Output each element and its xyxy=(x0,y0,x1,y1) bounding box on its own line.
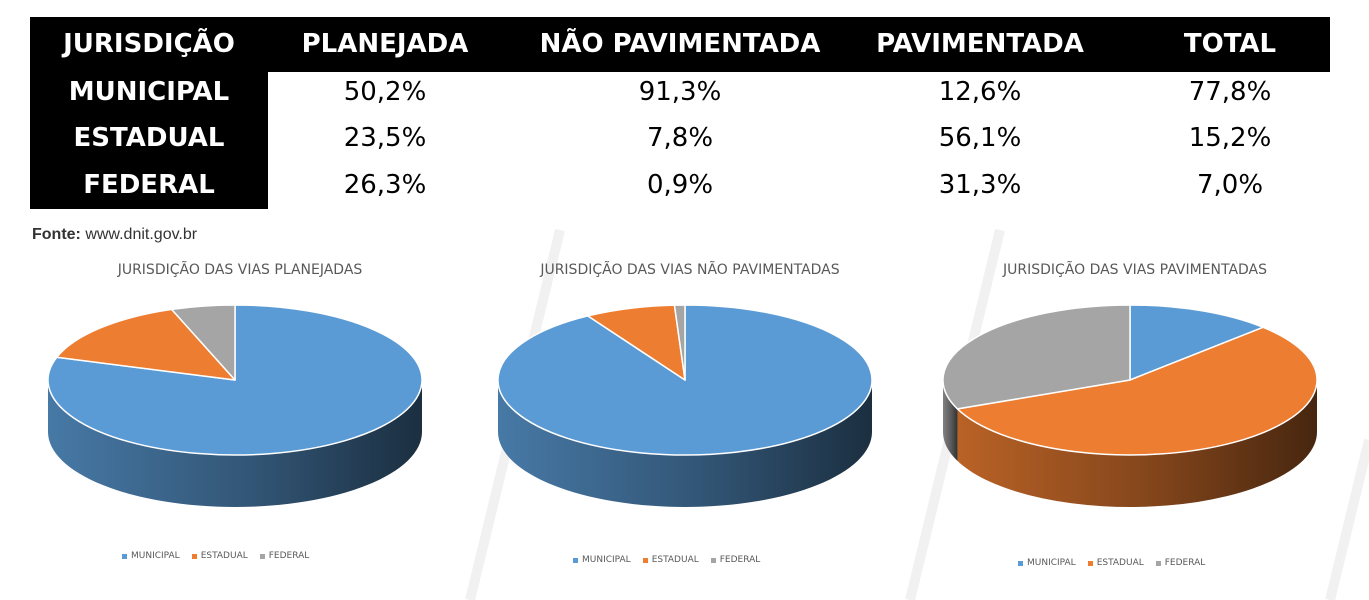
legend-swatch xyxy=(191,553,197,559)
pie-sides xyxy=(498,380,872,507)
legend-label: MUNICIPAL xyxy=(582,555,631,565)
legend-swatch xyxy=(573,557,578,563)
pie-chart-nao-pavimentadas xyxy=(497,304,873,507)
table-cell: 0,9% xyxy=(646,170,714,200)
table-header-row xyxy=(30,17,1330,72)
legend-swatch xyxy=(1155,560,1161,566)
table-cell: 91,3% xyxy=(638,77,722,107)
pie-slice-federal xyxy=(942,304,1131,410)
legend-label: FEDERAL xyxy=(1164,558,1206,568)
source-label: Fonte: xyxy=(32,226,81,243)
jurisdiction-table: JURISDIÇÃO PLANEJADA NÃO PAVIMENTADA PAV… xyxy=(30,17,1330,209)
legend-label: FEDERAL xyxy=(719,555,761,565)
table-cell: 7,8% xyxy=(646,123,714,153)
table-cell: 15,2% xyxy=(1188,123,1272,153)
table-cell: 31,3% xyxy=(938,170,1022,200)
table-cell: 23,5% xyxy=(343,123,427,153)
pie-chart-pavimentadas xyxy=(942,304,1318,508)
table-cell: 12,6% xyxy=(938,77,1022,107)
table-cell: 56,1% xyxy=(938,123,1022,153)
pie-chart-planejadas xyxy=(47,304,423,507)
legend-swatch xyxy=(642,557,648,563)
legend-nao-pavimentadas: MUNICIPAL ESTADUAL FEDERAL xyxy=(573,555,760,565)
table-row-label: ESTADUAL xyxy=(73,123,225,153)
legend-item-estadual: ESTADUAL xyxy=(642,555,699,565)
legend-item-estadual: ESTADUAL xyxy=(1087,558,1144,568)
source-link[interactable]: www.dnit.gov.br xyxy=(80,226,198,243)
pie-side-estadual xyxy=(957,380,1317,508)
table-header-pavimentada: PAVIMENTADA xyxy=(876,29,1084,59)
pie-sides xyxy=(48,380,422,507)
pie-sides xyxy=(943,380,1317,508)
legend-label: MUNICIPAL xyxy=(131,551,180,561)
table-header-nao-pavimentada: NÃO PAVIMENTADA xyxy=(539,29,821,59)
pie-slice-federal xyxy=(673,304,686,381)
pie-slice-estadual xyxy=(56,308,236,381)
legend-label: MUNICIPAL xyxy=(1027,558,1076,568)
chart-title-nao-pavimentadas: JURISDIÇÃO DAS VIAS NÃO PAVIMENTADAS xyxy=(540,262,840,278)
legend-swatch xyxy=(1087,560,1093,566)
table-cell: 26,3% xyxy=(343,170,427,200)
legend-item-federal: FEDERAL xyxy=(1155,558,1206,568)
table-row-label: FEDERAL xyxy=(83,170,215,200)
legend-swatch xyxy=(1018,560,1023,566)
legend-swatch xyxy=(122,553,127,559)
legend-item-estadual: ESTADUAL xyxy=(191,551,248,561)
pie-slice-federal xyxy=(170,304,236,381)
legend-item-municipal: MUNICIPAL xyxy=(1018,558,1076,568)
legend-swatch xyxy=(259,553,265,559)
table-cell: 50,2% xyxy=(343,77,427,107)
legend-label: FEDERAL xyxy=(268,551,310,561)
legend-item-municipal: MUNICIPAL xyxy=(122,551,180,561)
legend-label: ESTADUAL xyxy=(200,551,248,561)
legend-pavimentadas: MUNICIPAL ESTADUAL FEDERAL xyxy=(1018,558,1205,568)
table-header-jurisdicao: JURISDIÇÃO xyxy=(63,29,235,59)
chart-title-pavimentadas: JURISDIÇÃO DAS VIAS PAVIMENTADAS xyxy=(1002,262,1268,278)
table-row-label-column xyxy=(30,72,268,209)
pie-side-federal xyxy=(943,380,958,461)
pie-slice-municipal xyxy=(1129,304,1264,381)
pie-slice-estadual xyxy=(587,304,686,381)
legend-swatch xyxy=(710,557,716,563)
table-row-label: MUNICIPAL xyxy=(68,77,230,107)
chart-title-planejadas: JURISDIÇÃO DAS VIAS PLANEJADAS xyxy=(117,262,363,278)
table-cell: 7,0% xyxy=(1196,170,1264,200)
pie-slice-estadual xyxy=(956,326,1318,456)
pie-side-municipal xyxy=(498,380,872,507)
source-note: Fonte: www.dnit.gov.br xyxy=(32,226,197,244)
table-header-planejada: PLANEJADA xyxy=(301,29,469,59)
legend-item-federal: FEDERAL xyxy=(710,555,761,565)
legend-item-federal: FEDERAL xyxy=(259,551,310,561)
pie-side-municipal xyxy=(48,380,422,507)
table-cell: 77,8% xyxy=(1188,77,1272,107)
legend-label: ESTADUAL xyxy=(651,555,699,565)
table-header-total: TOTAL xyxy=(1183,29,1277,59)
legend-planejadas: MUNICIPAL ESTADUAL FEDERAL xyxy=(122,551,309,561)
legend-label: ESTADUAL xyxy=(1096,558,1144,568)
legend-item-municipal: MUNICIPAL xyxy=(573,555,631,565)
